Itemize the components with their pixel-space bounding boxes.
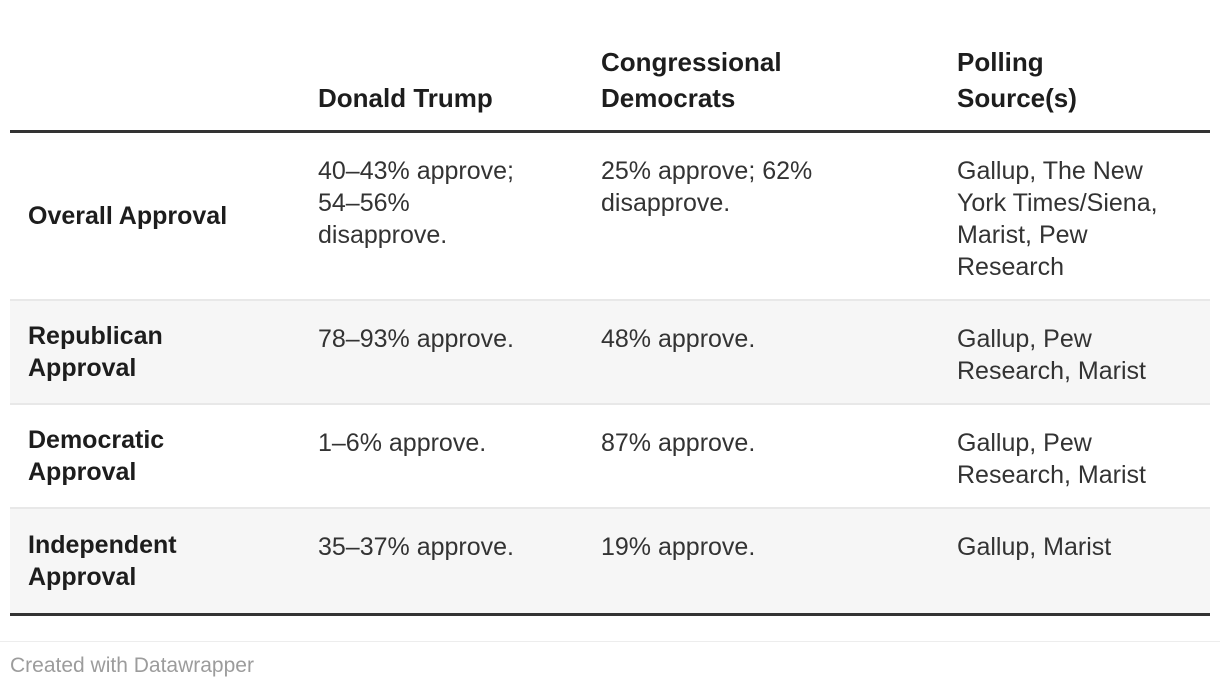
row-label: Overall Approval: [28, 201, 228, 230]
header-row: Donald Trump Congressional Democrats Pol…: [10, 0, 1210, 133]
column-header-donald-trump: Donald Trump: [310, 0, 593, 133]
row-label: Independent Approval: [28, 530, 177, 591]
cell-trump-overall: 40–43% approve; 54–56% disapprove.: [318, 156, 514, 249]
cell-sources-republican: Gallup, Pew Research, Marist: [957, 325, 1146, 385]
table-row-independent-approval: Independent Approval 35–37% approve. 19%…: [10, 508, 1210, 614]
cell-trump-independent: 35–37% approve.: [318, 533, 514, 561]
row-label: Republican Approval: [28, 322, 163, 382]
column-header-congressional-democrats: Congressional Democrats: [593, 0, 949, 133]
cell-sources-democratic: Gallup, Pew Research, Marist: [957, 429, 1146, 489]
cell-democrats-overall: 25% approve; 62% disapprove.: [601, 156, 813, 217]
cell-democrats-independent: 19% approve.: [601, 533, 756, 561]
cell-sources-overall: Gallup, The New York Times/Siena, Marist…: [957, 156, 1158, 281]
cell-trump-republican: 78–93% approve.: [318, 325, 514, 353]
cell-trump-democratic: 1–6% approve.: [318, 429, 487, 457]
datawrapper-attribution: Created with Datawrapper: [10, 653, 254, 677]
table-row-overall-approval: Overall Approval 40–43% approve; 54–56% …: [10, 131, 1210, 300]
approval-table-container: Donald Trump Congressional Democrats Pol…: [10, 0, 1210, 616]
column-header-polling-sources: Polling Source(s): [949, 0, 1210, 133]
footer: Created with Datawrapper: [0, 640, 1220, 679]
cell-democrats-democratic: 87% approve.: [601, 429, 756, 457]
cell-democrats-republican: 48% approve.: [601, 325, 756, 353]
approval-table: Donald Trump Congressional Democrats Pol…: [10, 0, 1210, 616]
table-header: Donald Trump Congressional Democrats Pol…: [10, 0, 1210, 133]
table-row-republican-approval: Republican Approval 78–93% approve. 48% …: [10, 300, 1210, 404]
table-body: Overall Approval 40–43% approve; 54–56% …: [10, 131, 1210, 614]
row-label: Democratic Approval: [28, 426, 165, 486]
cell-sources-independent: Gallup, Marist: [957, 533, 1112, 561]
table-row-democratic-approval: Democratic Approval 1–6% approve. 87% ap…: [10, 404, 1210, 508]
column-header-empty: [10, 0, 310, 133]
